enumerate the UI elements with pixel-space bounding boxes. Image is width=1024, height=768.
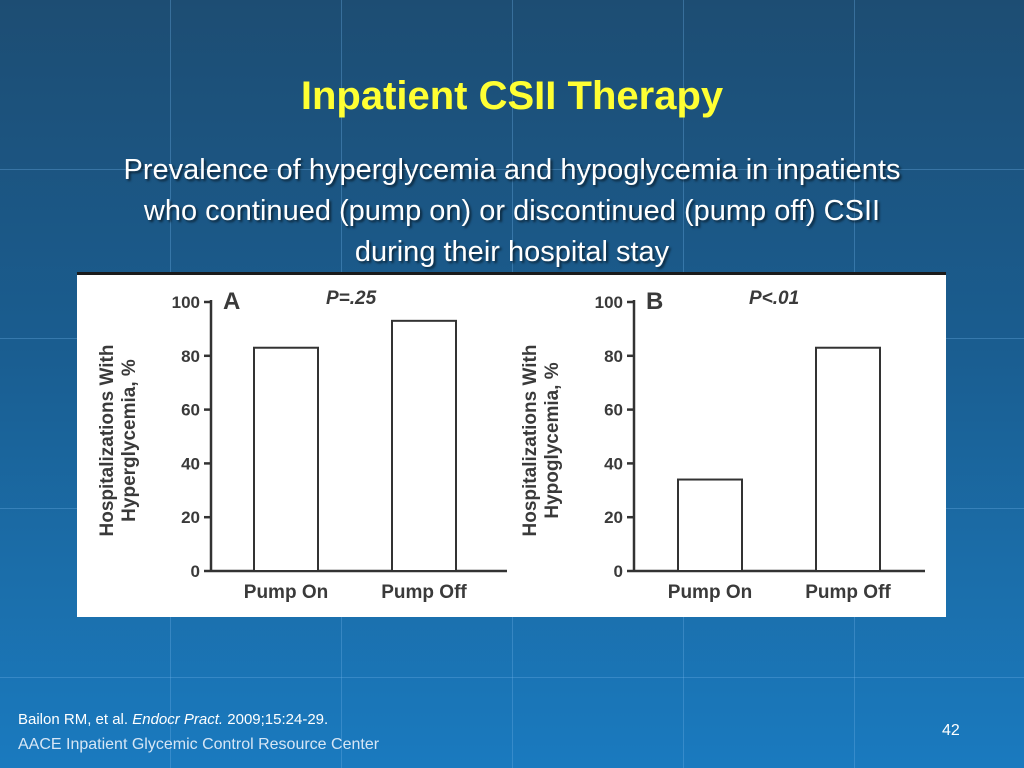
y-tick-label: 60	[181, 401, 200, 420]
citation-details: 2009;15:24-29.	[227, 711, 329, 728]
p-value-annotation: P<.01	[749, 288, 799, 309]
bar	[391, 319, 457, 572]
bg-grid-line	[0, 169, 1024, 170]
y-tick-label: 80	[604, 347, 623, 366]
bar	[815, 346, 881, 573]
bg-grid-line	[0, 677, 1024, 678]
x-tick-label: Pump On	[244, 582, 328, 603]
y-axis-label: Hospitalizations With	[97, 345, 118, 537]
y-tick-label: 100	[595, 293, 623, 312]
y-tick-label: 20	[181, 508, 200, 527]
panel-label: B	[646, 288, 663, 315]
slide-number: 42	[942, 722, 960, 739]
y-axis-label: Hyperglycemia, %	[119, 359, 140, 522]
x-tick-label: Pump Off	[805, 582, 891, 603]
y-tick-label: 0	[191, 562, 200, 581]
y-tick-label: 40	[604, 454, 623, 473]
y-tick-label: 0	[614, 562, 623, 581]
y-tick-label: 60	[604, 401, 623, 420]
y-axis-label: Hypoglycemia, %	[542, 362, 563, 518]
x-tick-label: Pump On	[668, 582, 752, 603]
chart-canvas: 0 20 40 60 80 100 Pump On Pump Off A P=.25 Hospita…	[97, 288, 925, 603]
chart-figure: 0 20 40 60 80 100 Pump On Pump Off A P=.25 Hospita…	[77, 272, 946, 617]
y-tick-label: 40	[181, 454, 200, 473]
x-tick-label: Pump Off	[381, 582, 467, 603]
y-tick-label: 100	[172, 293, 200, 312]
y-tick-label: 80	[181, 347, 200, 366]
y-axis-label: Hospitalizations With	[520, 345, 541, 537]
y-tick-label: 20	[604, 508, 623, 527]
footer-organization: AACE Inpatient Glycemic Control Resource…	[18, 736, 380, 753]
citation-authors: Bailon RM, et al.	[18, 711, 129, 728]
citation: Bailon RM, et al. Endocr Pract. 2009;15:…	[18, 711, 328, 728]
citation-journal: Endocr Pract.	[132, 711, 224, 728]
bar	[253, 346, 319, 573]
slide-subtitle: Prevalence of hyperglycemia and hypoglyc…	[123, 154, 901, 268]
panel-label: A	[223, 288, 240, 315]
p-value-annotation: P=.25	[326, 288, 377, 309]
bar	[677, 478, 743, 572]
slide-title: Inpatient CSII Therapy	[300, 74, 724, 118]
